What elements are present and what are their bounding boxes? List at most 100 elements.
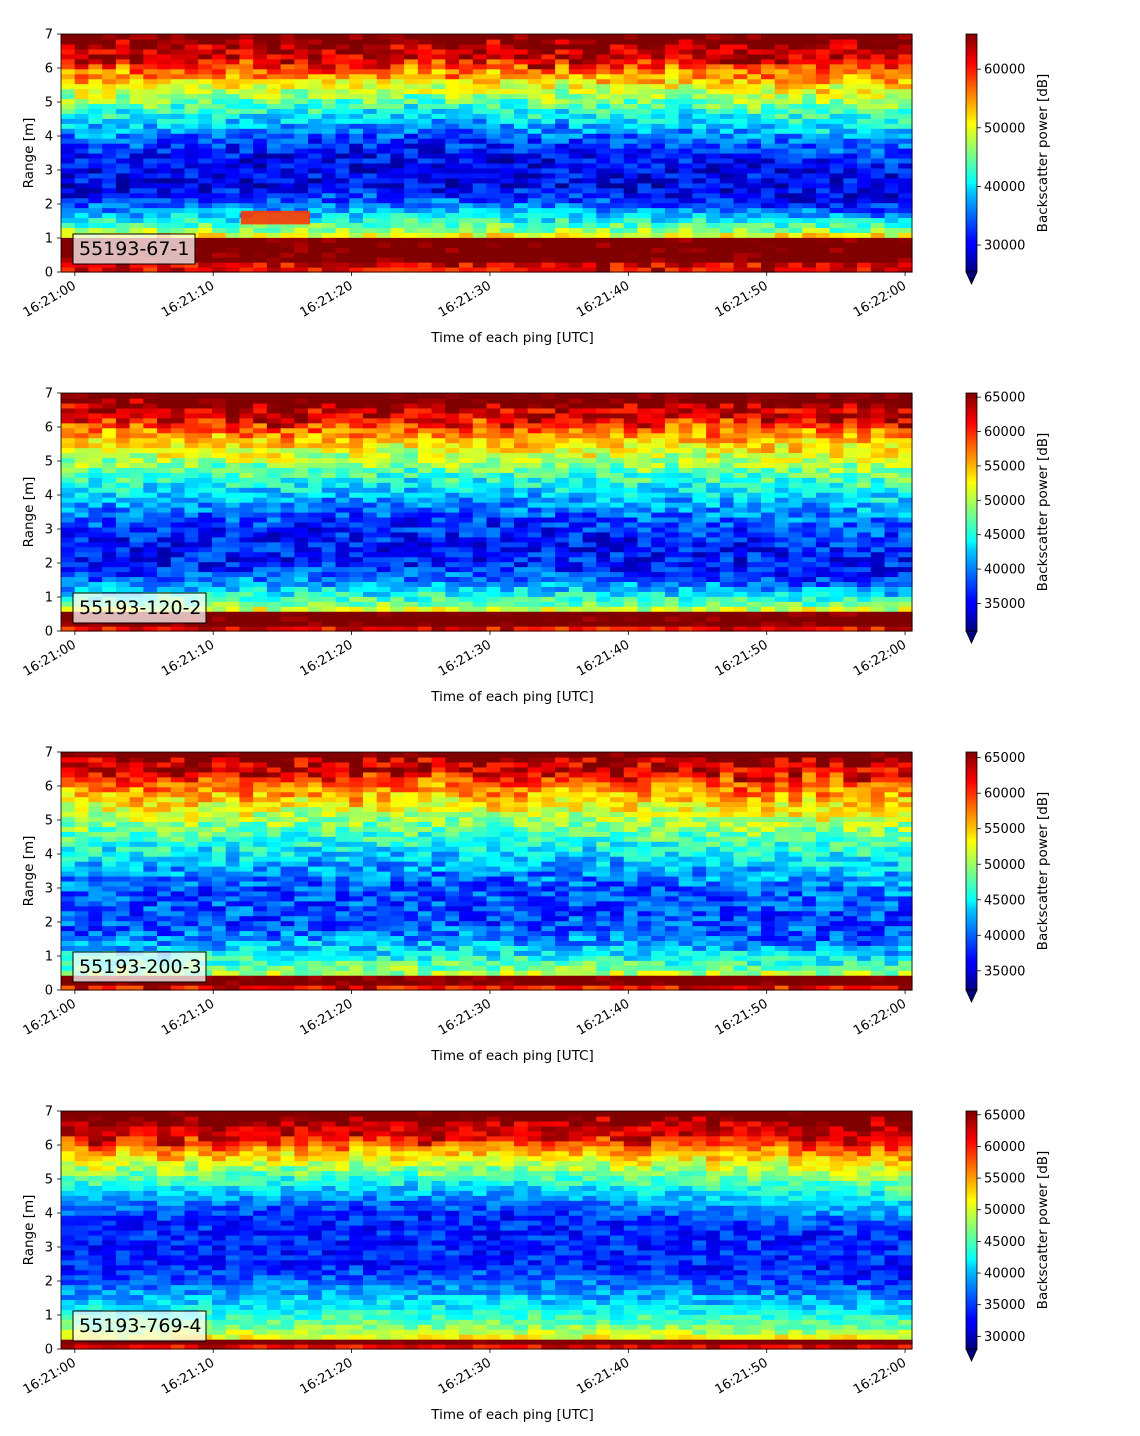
heatmap-cell [555, 621, 570, 627]
heatmap-cell [349, 591, 364, 597]
heatmap-cell [815, 133, 831, 139]
heatmap-cell [102, 497, 117, 503]
heatmap-cell [568, 402, 584, 409]
heatmap-cell [321, 536, 337, 543]
heatmap-cell [445, 516, 460, 523]
heatmap-cell [404, 516, 419, 523]
heatmap-cell [527, 103, 543, 109]
heatmap-cell [417, 38, 433, 45]
heatmap-cell [376, 417, 392, 424]
heatmap-cell [88, 626, 103, 632]
heatmap-cell [486, 128, 501, 134]
heatmap-cell [335, 103, 350, 109]
heatmap-cell [253, 133, 268, 139]
heatmap-cell [417, 541, 433, 548]
heatmap-cell [664, 222, 680, 228]
heatmap-cell [761, 143, 776, 149]
heatmap-cell [390, 118, 405, 124]
heatmap-cell [362, 143, 378, 149]
heatmap-cell [582, 108, 597, 114]
heatmap-cell [610, 427, 625, 434]
heatmap-cell [788, 38, 803, 45]
heatmap-cell [184, 402, 199, 409]
heatmap-cell [870, 267, 886, 273]
heatmap-cell [486, 551, 501, 558]
heatmap-cell [802, 88, 817, 95]
heatmap-cell [678, 162, 693, 169]
heatmap-cell [335, 586, 350, 592]
y-tick-label: 7 [45, 28, 53, 43]
heatmap-cell [88, 447, 103, 454]
heatmap-cell [733, 182, 748, 189]
heatmap-cell [88, 581, 103, 587]
heatmap-cell [678, 93, 693, 100]
heatmap-cell [239, 78, 254, 85]
heatmap-cell [280, 541, 295, 548]
heatmap-cell [266, 53, 282, 60]
heatmap-cell [253, 262, 268, 268]
heatmap-cell [74, 182, 90, 189]
heatmap-cell [829, 48, 844, 55]
heatmap-cell [884, 148, 899, 154]
heatmap-cell [184, 467, 199, 473]
heatmap-cell [321, 123, 337, 129]
heatmap-cell [376, 162, 392, 169]
heatmap-cell [74, 437, 90, 444]
heatmap-cell [129, 402, 144, 409]
heatmap-cell [459, 212, 474, 219]
heatmap-cell [349, 227, 364, 233]
heatmap-cell [157, 162, 172, 169]
heatmap-cell [376, 452, 392, 459]
heatmap-cell [335, 68, 350, 75]
heatmap-cell [253, 457, 268, 464]
heatmap-cell [582, 591, 597, 597]
heatmap-cell [678, 153, 693, 159]
heatmap-cell [170, 222, 186, 228]
heatmap-cell [486, 561, 501, 568]
heatmap-cell [541, 43, 556, 50]
heatmap-cell [513, 192, 529, 199]
heatmap-cell [404, 497, 419, 503]
heatmap-cell [61, 606, 76, 612]
heatmap-cell [541, 108, 556, 114]
heatmap-cell [390, 601, 405, 607]
heatmap-cell [486, 581, 501, 587]
heatmap-cell [733, 143, 748, 149]
heatmap-cell [253, 516, 268, 523]
heatmap-cell [884, 257, 899, 263]
heatmap-cell [225, 182, 241, 189]
heatmap-cell [623, 118, 639, 124]
heatmap-cell [362, 157, 378, 164]
heatmap-cell [376, 616, 392, 622]
heatmap-cell [857, 153, 872, 159]
heatmap-cell [857, 53, 872, 60]
heatmap-cell [170, 472, 186, 478]
heatmap-cell [898, 157, 913, 164]
heatmap-cell [74, 507, 90, 513]
heatmap-cell [376, 192, 392, 199]
heatmap-cell [308, 212, 323, 219]
heatmap-cell [404, 417, 419, 424]
heatmap-cell [61, 113, 76, 119]
heatmap-cell [582, 601, 597, 607]
heatmap-cell [829, 103, 844, 109]
heatmap-cell [431, 472, 446, 478]
heatmap-cell [486, 143, 501, 149]
heatmap-cell [362, 177, 378, 184]
heatmap-cell [678, 133, 693, 139]
heatmap-cell [541, 118, 556, 124]
heatmap-cell [362, 232, 378, 238]
heatmap-cell [376, 521, 392, 528]
heatmap-cell [294, 227, 309, 233]
heatmap-cell [294, 616, 309, 622]
heatmap-cell [596, 113, 611, 119]
heatmap-cell [610, 536, 625, 543]
heatmap-cell [843, 48, 858, 55]
heatmap-cell [857, 48, 872, 55]
heatmap-cell [459, 412, 474, 419]
heatmap-cell [568, 98, 584, 105]
heatmap-cell [486, 53, 501, 60]
heatmap-cell [115, 88, 131, 95]
heatmap-cell [829, 113, 844, 119]
heatmap-cell [500, 212, 515, 219]
